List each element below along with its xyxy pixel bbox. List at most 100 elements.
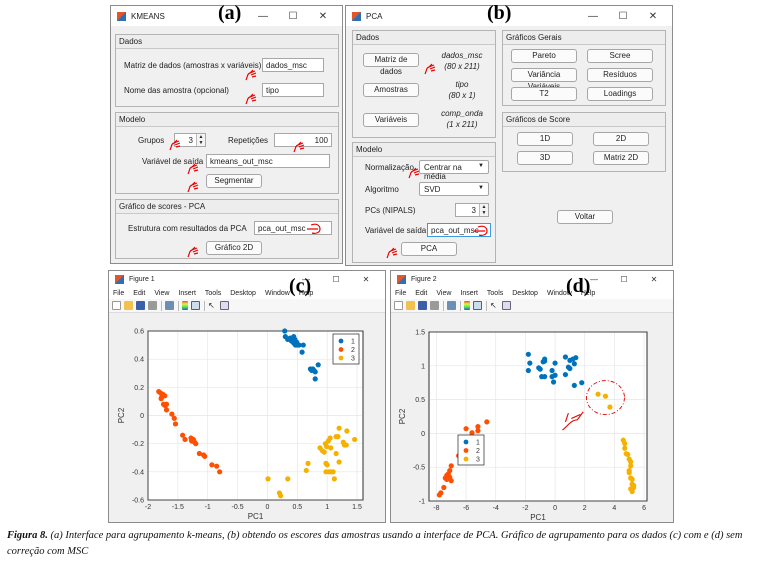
menu-edit[interactable]: Edit — [415, 289, 428, 297]
new-file-icon[interactable] — [112, 301, 121, 310]
x-tick-label: 2 — [583, 505, 587, 512]
data-point-cluster-2 — [448, 463, 454, 469]
scree-button[interactable]: Scree — [587, 49, 653, 63]
groups-spinner[interactable]: 3 ▲ ▼ — [174, 133, 206, 147]
norm-dropdown[interactable]: Centrar na média ▼ — [419, 160, 489, 181]
maximize-button[interactable]: ☐ — [620, 274, 628, 284]
names-input[interactable]: tipo — [262, 83, 324, 97]
print-icon[interactable] — [430, 301, 439, 310]
matrix-input[interactable]: dados_msc — [262, 58, 324, 72]
data-point-cluster-1 — [542, 358, 548, 364]
data-point-cluster-2 — [448, 478, 454, 484]
menu-insert[interactable]: Insert — [460, 289, 478, 297]
pca-titlebar[interactable]: PCA — ☐ ✕ — [346, 6, 672, 26]
close-button[interactable]: ✕ — [318, 10, 328, 22]
save-icon[interactable] — [418, 301, 427, 310]
menu-insert[interactable]: Insert — [178, 289, 196, 297]
close-button[interactable]: ✕ — [650, 274, 658, 284]
legend-icon[interactable] — [473, 301, 482, 310]
panel-label-a: (a) — [218, 2, 242, 24]
grafico-2d-button[interactable]: Gráfico 2D — [206, 241, 262, 255]
matrix-button[interactable]: Matriz de dados — [363, 53, 419, 76]
matriz-2d-button[interactable]: Matriz 2D — [593, 151, 649, 165]
minimize-button[interactable]: — — [588, 10, 598, 22]
data-point-cluster-3 — [595, 391, 601, 397]
new-file-icon[interactable] — [394, 301, 403, 310]
property-editor-icon[interactable] — [502, 301, 511, 310]
pareto-button[interactable]: Pareto — [511, 49, 577, 63]
output-input[interactable]: pca_out_msc — [427, 223, 491, 237]
print-icon[interactable] — [148, 301, 157, 310]
variables-button[interactable]: Variáveis — [363, 113, 419, 127]
figure1-titlebar[interactable]: Figure 1 — ☐ ✕ — [109, 271, 385, 287]
maximize-button[interactable]: ☐ — [618, 10, 628, 22]
menu-file[interactable]: File — [113, 289, 125, 297]
data-point-cluster-2 — [445, 473, 451, 479]
menu-tools[interactable]: Tools — [486, 289, 504, 297]
score-2d-button[interactable]: 2D — [593, 132, 649, 146]
menu-window[interactable]: Window — [546, 289, 572, 297]
colorbar-icon[interactable] — [464, 301, 470, 310]
menu-desktop[interactable]: Desktop — [512, 289, 538, 297]
reps-input[interactable]: 100 — [274, 133, 332, 147]
kmeans-titlebar[interactable]: KMEANS — ☐ ✕ — [111, 6, 342, 26]
pointer-hand-annotation — [562, 411, 584, 431]
y-tick-label: 0 — [140, 413, 144, 420]
maximize-button[interactable]: ☐ — [288, 10, 298, 22]
close-button[interactable]: ✕ — [362, 274, 370, 284]
minimize-button[interactable]: — — [590, 274, 598, 284]
menu-help[interactable]: Help — [580, 289, 596, 297]
output-input[interactable]: kmeans_out_msc — [206, 154, 330, 168]
menu-desktop[interactable]: Desktop — [230, 289, 256, 297]
t2-button[interactable]: T2 — [511, 87, 577, 101]
menu-view[interactable]: View — [436, 289, 452, 297]
menu-file[interactable]: File — [395, 289, 407, 297]
data-point-cluster-2 — [209, 462, 215, 468]
norm-value: Centrar na média — [424, 163, 462, 181]
residuos-button[interactable]: Resíduos — [587, 68, 653, 82]
spinner-arrows[interactable]: ▲ ▼ — [196, 134, 205, 146]
open-folder-icon[interactable] — [124, 301, 133, 310]
y-tick-label: 0.5 — [415, 397, 425, 404]
close-button[interactable]: ✕ — [648, 10, 658, 22]
algo-dropdown[interactable]: SVD ▼ — [419, 182, 489, 196]
minimize-button[interactable]: — — [302, 274, 310, 284]
colorbar-icon[interactable] — [182, 301, 188, 310]
data-point-cluster-1 — [525, 351, 531, 357]
pcs-spinner[interactable]: 3 ▲ ▼ — [455, 203, 489, 217]
voltar-button[interactable]: Voltar — [557, 210, 613, 224]
segmentar-button[interactable]: Segmentar — [206, 174, 262, 188]
minimize-button[interactable]: — — [258, 10, 268, 22]
x-tick-label: -2 — [522, 505, 528, 512]
pointer-icon[interactable]: ↖ — [490, 301, 497, 310]
figure-caption: Figura 8. (a) Interface para agrupamento… — [7, 528, 777, 560]
menu-edit[interactable]: Edit — [133, 289, 146, 297]
figure1-canvas: -2 -1.5 -1 -0.5 0 0.5 1 1.5 -0.6 -0.4 -0.2 0 0.2 0.4 0… — [109, 317, 385, 522]
samples-button[interactable]: Amostras — [363, 83, 419, 97]
score-3d-button[interactable]: 3D — [517, 151, 573, 165]
variancia-variaveis-button[interactable]: Variância Variáveis — [511, 68, 577, 91]
open-folder-icon[interactable] — [406, 301, 415, 310]
menu-tools[interactable]: Tools — [204, 289, 222, 297]
menu-help[interactable]: Help — [298, 289, 314, 297]
menu-window[interactable]: Window — [264, 289, 290, 297]
pointer-icon[interactable]: ↖ — [208, 301, 215, 310]
loadings-button[interactable]: Loadings — [587, 87, 653, 101]
data-point-cluster-1 — [567, 365, 573, 372]
save-icon[interactable] — [136, 301, 145, 310]
menu-view[interactable]: View — [154, 289, 170, 297]
graficos-gerais-group: Gráficos Gerais Pareto Scree Variância V… — [502, 30, 666, 106]
property-editor-icon[interactable] — [220, 301, 229, 310]
score-1d-button[interactable]: 1D — [517, 132, 573, 146]
figure2-titlebar[interactable]: Figure 2 — ☐ ✕ — [391, 271, 673, 287]
maximize-button[interactable]: ☐ — [332, 274, 340, 284]
zoom-figure-icon[interactable] — [165, 301, 174, 310]
pointer-hand-annotation — [245, 69, 257, 81]
zoom-figure-icon[interactable] — [447, 301, 456, 310]
legend-icon[interactable] — [191, 301, 200, 310]
data-point-cluster-3 — [352, 436, 358, 443]
group-header: Gráfico de scores - PCA — [116, 200, 338, 214]
pca-button[interactable]: PCA — [401, 242, 457, 256]
spinner-arrows[interactable]: ▲ ▼ — [479, 204, 488, 216]
